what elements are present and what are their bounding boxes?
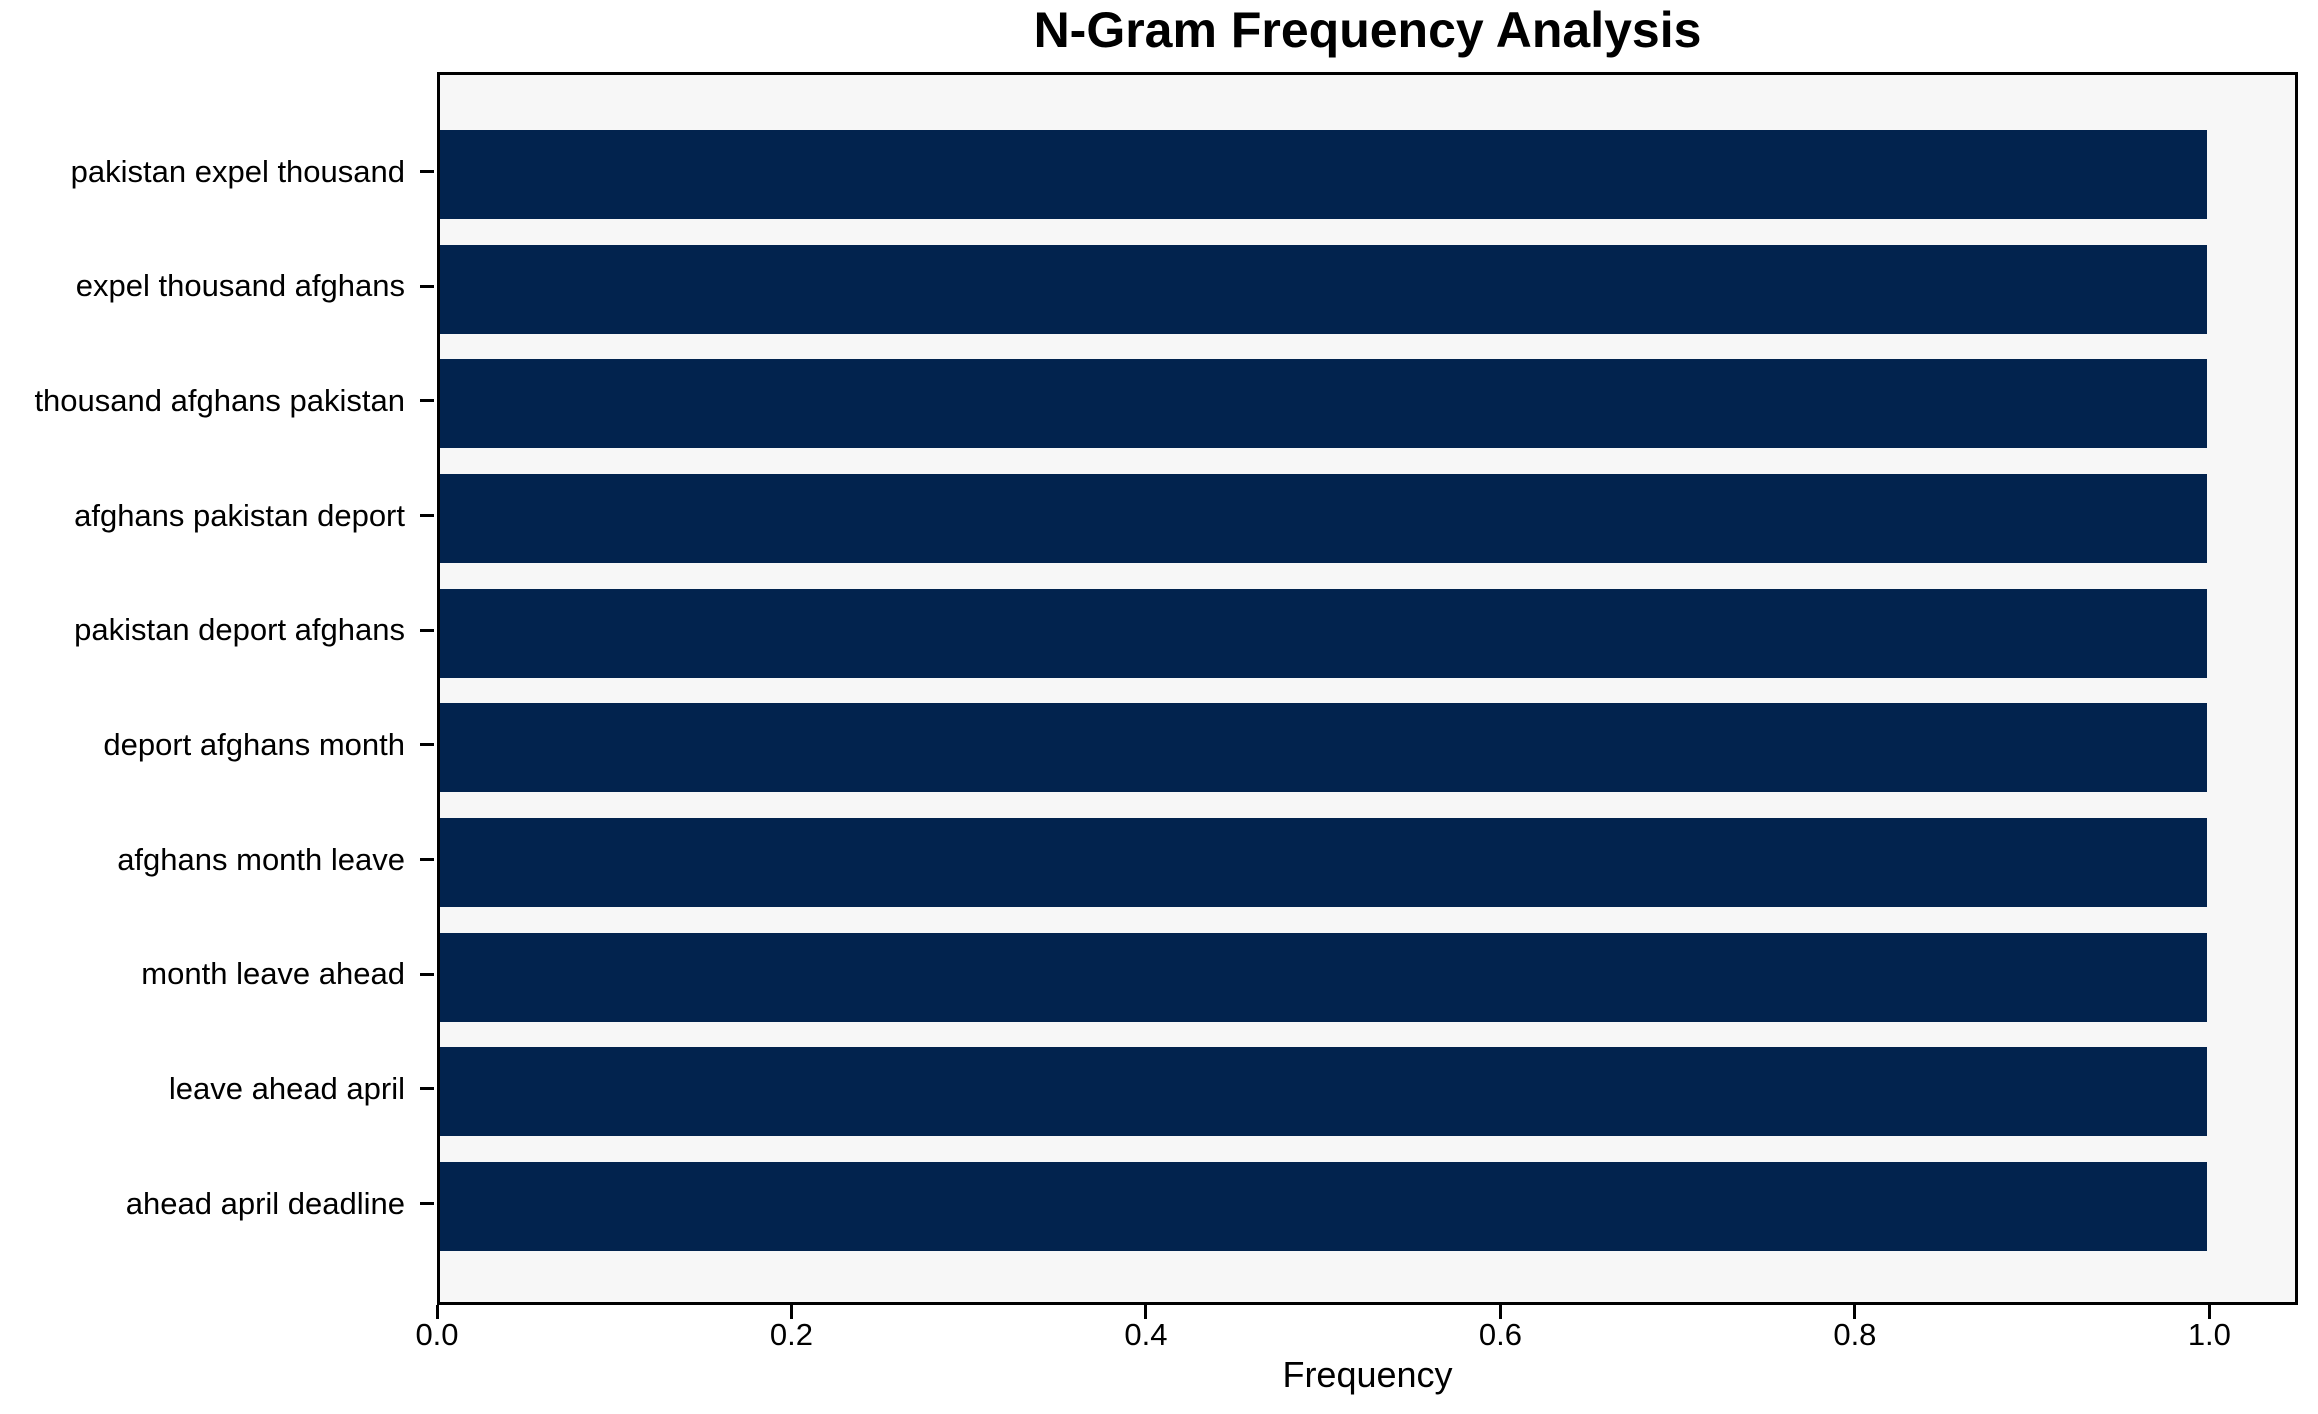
bar bbox=[440, 359, 2207, 449]
y-tick-mark bbox=[420, 399, 434, 403]
bar bbox=[440, 818, 2207, 908]
x-tick-mark bbox=[1498, 1305, 1502, 1319]
x-tick-label: 0.8 bbox=[1833, 1317, 1877, 1352]
x-tick-label: 0.2 bbox=[769, 1317, 814, 1352]
chart-title: N-Gram Frequency Analysis bbox=[1033, 2, 1702, 58]
x-tick-label: 0.6 bbox=[1478, 1317, 1522, 1352]
x-tick-mark bbox=[2207, 1305, 2211, 1319]
plot-area bbox=[437, 72, 2298, 1305]
x-tick-mark bbox=[789, 1305, 793, 1319]
y-tick-label: afghans pakistan deport bbox=[74, 497, 405, 533]
y-tick-mark bbox=[420, 972, 434, 976]
y-tick-mark bbox=[420, 858, 434, 862]
x-tick-label: 0.4 bbox=[1124, 1317, 1168, 1352]
y-tick-label: pakistan deport afghans bbox=[74, 612, 405, 648]
y-tick-label: deport afghans month bbox=[103, 726, 405, 762]
y-tick-label: expel thousand afghans bbox=[75, 268, 405, 304]
x-tick-mark bbox=[435, 1305, 439, 1319]
x-axis-label: Frequency bbox=[1282, 1354, 1453, 1395]
y-tick-label: thousand afghans pakistan bbox=[34, 382, 405, 418]
x-tick-label: 1.0 bbox=[2187, 1317, 2231, 1352]
bar bbox=[440, 703, 2207, 793]
y-tick-label: pakistan expel thousand bbox=[70, 153, 405, 189]
bar bbox=[440, 588, 2207, 678]
bar bbox=[440, 244, 2207, 334]
bar bbox=[440, 474, 2207, 563]
x-tick-label: 0.0 bbox=[415, 1317, 459, 1352]
y-tick-label: ahead april deadline bbox=[125, 1185, 405, 1221]
bar bbox=[440, 932, 2207, 1022]
y-tick-mark bbox=[420, 1202, 434, 1206]
y-tick-label: leave ahead april bbox=[168, 1070, 405, 1106]
bar bbox=[440, 1047, 2207, 1137]
bar bbox=[440, 1162, 2207, 1252]
y-tick-mark bbox=[420, 284, 434, 288]
y-tick-mark bbox=[420, 170, 434, 173]
y-tick-mark bbox=[420, 628, 434, 632]
y-tick-label: afghans month leave bbox=[117, 841, 405, 877]
x-tick-mark bbox=[1853, 1305, 1857, 1319]
bar bbox=[440, 130, 2207, 219]
x-tick-mark bbox=[1144, 1305, 1148, 1319]
y-tick-mark bbox=[420, 1087, 434, 1091]
y-tick-mark bbox=[420, 514, 434, 517]
y-tick-mark bbox=[420, 743, 434, 747]
y-tick-label: month leave ahead bbox=[141, 956, 405, 992]
